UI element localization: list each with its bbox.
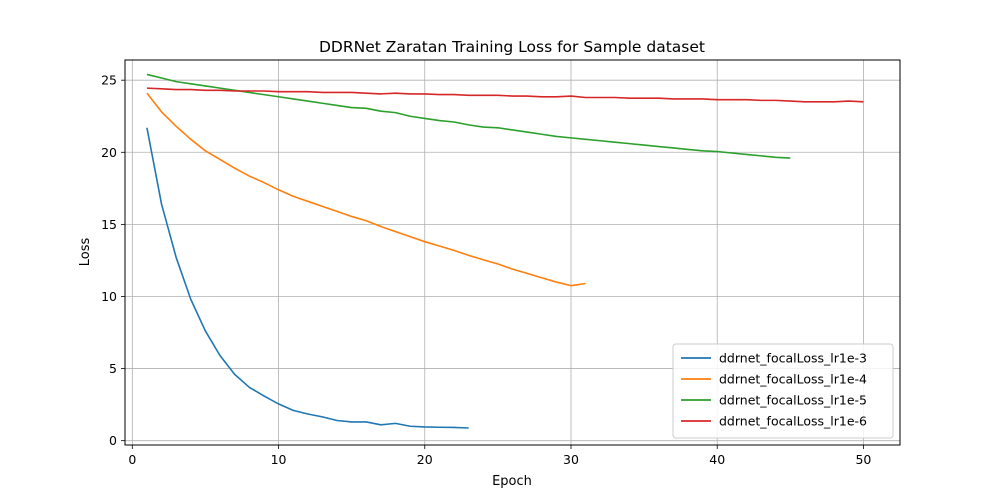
legend-label: ddrnet_focalLoss_lr1e-3 [719, 351, 867, 366]
series-line-2 [146, 92, 586, 287]
y-tick-label: 25 [101, 73, 117, 88]
legend-label: ddrnet_focalLoss_lr1e-5 [719, 393, 867, 408]
grid [125, 60, 900, 445]
x-tick-label: 10 [271, 452, 287, 467]
series-line-3 [146, 73, 791, 159]
y-tick-label: 10 [101, 289, 117, 304]
axis-ticks: 0 10 20 30 40 50 0 5 10 15 20 25 [101, 73, 871, 467]
plot-frame [124, 59, 901, 446]
legend-label: ddrnet_focalLoss_lr1e-4 [719, 372, 867, 387]
legend-label: ddrnet_focalLoss_lr1e-6 [719, 414, 867, 429]
legend-box [672, 343, 894, 439]
y-axis-label: Loss [78, 238, 93, 267]
chart-title: DDRNet Zaratan Training Loss for Sample … [319, 38, 705, 56]
series-line-1 [146, 127, 469, 429]
x-tick-label: 30 [563, 452, 579, 467]
series-lines [146, 73, 864, 429]
x-axis-label: Epoch [492, 474, 532, 489]
x-tick-label: 20 [417, 452, 433, 467]
legend: ddrnet_focalLoss_lr1e-3 ddrnet_focalLoss_… [672, 343, 894, 439]
y-tick-label: 0 [109, 433, 117, 448]
x-tick-label: 40 [709, 452, 725, 467]
y-tick-label: 20 [101, 145, 117, 160]
series-line-4 [146, 87, 864, 103]
x-tick-label: 50 [855, 452, 871, 467]
y-tick-label: 5 [109, 361, 117, 376]
y-tick-label: 15 [101, 217, 117, 232]
x-tick-label: 0 [128, 452, 136, 467]
